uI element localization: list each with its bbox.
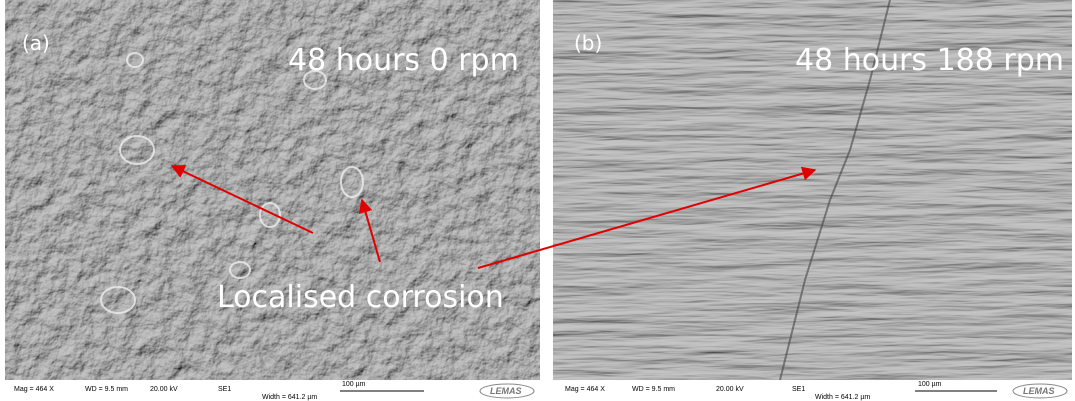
logo-frame (479, 383, 535, 399)
arrow (477, 166, 817, 269)
arrow (170, 165, 314, 234)
info-width: Width = 641.2 µm (262, 394, 317, 401)
info-wd: WD = 9.5 mm (85, 386, 128, 393)
info-kv: 20.00 kV (716, 386, 744, 393)
pits (100, 52, 364, 314)
scratch (779, 0, 891, 381)
info-wd: WD = 9.5 mm (632, 386, 675, 393)
arrow (358, 198, 381, 263)
info-mag: Mag = 464 X (14, 386, 54, 393)
scale-label: 100 µm (342, 381, 366, 388)
info-kv: 20.00 kV (150, 386, 178, 393)
panel-a: (a) 48 hours 0 rpm Mag = 464 X WD = 9.5 … (5, 0, 540, 401)
panel-caption: 48 hours 188 rpm (795, 43, 1064, 78)
panel-caption: 48 hours 0 rpm (288, 43, 519, 78)
micrograph (553, 0, 1072, 380)
info-width: Width = 641.2 µm (815, 394, 870, 401)
info-bar (5, 380, 540, 401)
micrograph (5, 0, 540, 380)
info-detector: SE1 (218, 386, 231, 393)
panel-label: (b) (574, 31, 602, 55)
arrows (170, 165, 817, 269)
logo: LEMAS (490, 386, 522, 396)
info-mag: Mag = 464 X (565, 386, 605, 393)
info-bar (553, 380, 1072, 401)
annotation: Localised corrosion (217, 280, 504, 315)
logo: LEMAS (1023, 386, 1055, 396)
panel-label: (a) (22, 31, 50, 55)
panel-b: (b) 48 hours 188 rpm Mag = 464 X WD = 9.… (553, 0, 1072, 401)
info-detector: SE1 (792, 386, 805, 393)
scale-label: 100 µm (918, 381, 942, 388)
logo-frame (1012, 383, 1068, 399)
